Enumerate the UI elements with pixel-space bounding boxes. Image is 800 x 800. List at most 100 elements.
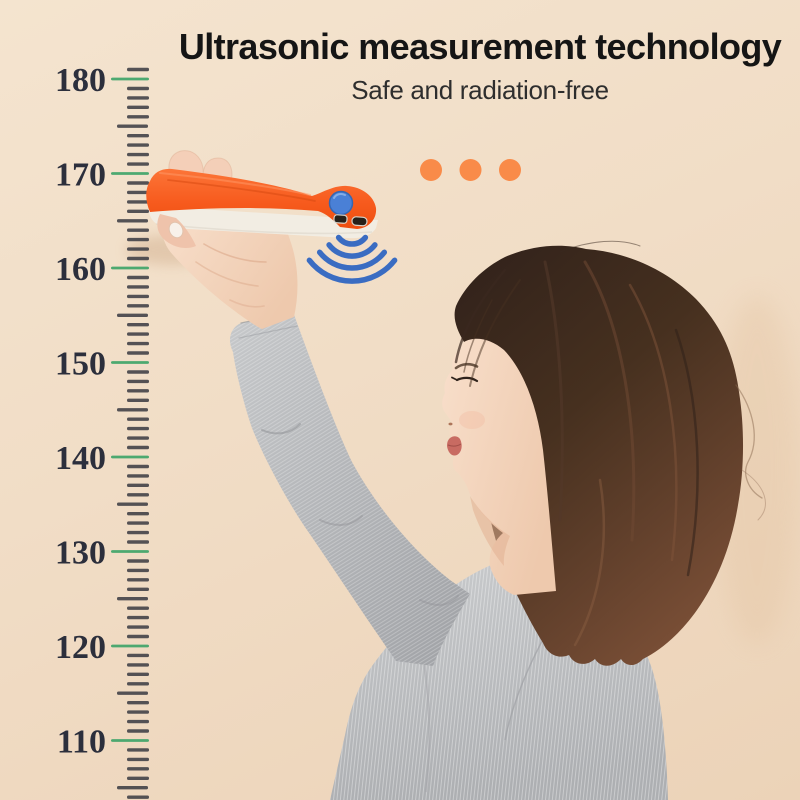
ruler-tick [127,615,149,620]
ruler-tick [127,256,149,261]
ruler-tick [117,313,148,317]
ruler-tick [127,672,149,676]
ruler-tick [127,493,149,497]
ruler-tick [127,521,149,525]
ruler-tick [117,597,148,601]
ruler-major-tick [111,172,149,175]
device-sensors [333,214,368,227]
ruler-label: 140 [55,440,106,477]
ruler-tick [127,512,149,516]
ruler-tick [127,663,149,667]
height-ruler [111,67,149,799]
ruler-tick [127,96,149,100]
ruler-tick [127,209,149,213]
ruler-tick [127,398,149,402]
ruler-tick [127,237,149,242]
hair-fringe [454,268,521,387]
ruler-tick [127,474,149,478]
ruler-tick [127,294,149,299]
ruler-tick [117,786,148,790]
ruler-tick [127,729,149,733]
device-crease [167,179,316,202]
ruler-tick [127,275,149,280]
mouth-line [447,443,462,447]
ruler-tick [127,559,149,563]
ruler-major-tick [111,644,149,648]
ruler-tick [127,67,149,72]
ruler-tick [127,190,149,195]
ruler-label: 120 [55,629,106,666]
device-highlight [159,172,311,196]
height-ruler-labels: 180 170 160 150 140 130 120 110 [55,62,106,761]
ruler-tick [127,483,149,487]
ruler-tick [127,757,149,762]
ruler-tick [127,436,149,440]
eye [455,376,479,383]
ruler-tick [127,587,149,591]
ruler-tick [127,795,149,799]
dot [459,159,482,181]
ruler-major-tick [111,77,149,81]
ruler-tick [127,682,149,686]
ruler-label: 150 [55,346,106,383]
ruler-tick [127,625,149,629]
ruler-tick [127,152,149,157]
face-features [447,362,485,456]
ruler-tick [127,767,149,771]
ultrasonic-waves-icon [306,234,398,284]
ruler-tick [127,701,149,705]
ruler-tick [127,134,149,138]
hair-wisps [735,384,766,521]
ruler-tick [117,219,148,223]
ruler-tick [127,228,149,232]
ruler-tick [127,389,149,393]
ruler-tick [117,408,148,412]
ruler-major-tick [111,455,149,459]
ruler-major-tick [111,361,149,364]
ruler-tick [127,426,149,431]
ruler-tick [127,247,149,251]
ruler-tick [127,162,149,166]
ruler-tick [127,445,149,450]
ruler-tick [127,86,149,91]
ruler-tick [117,124,148,128]
ruler-tick [127,748,149,752]
ruler-label: 170 [55,157,106,194]
fingernail [168,221,184,239]
ruler-tick [127,719,149,724]
ruler-major-tick [111,550,149,553]
ruler-tick [127,351,149,355]
measuring-device [146,168,378,249]
ruler-tick [127,332,149,336]
device-button-gloss [333,193,346,199]
ruler-tick [127,181,149,185]
ruler-tick [127,568,149,573]
ruler-tick [127,200,149,204]
ruler-tick [127,464,149,469]
ruler-tick [127,285,149,289]
ruler-tick [127,653,149,658]
ruler-tick [127,115,149,119]
ruler-label: 160 [55,251,106,288]
ruler-tick [127,379,149,384]
ruler-tick [127,540,149,544]
ruler-tick [127,304,149,308]
ruler-tick [127,323,149,327]
ruler-label: 180 [55,62,106,99]
ruler-label: 130 [55,535,106,572]
face [442,338,556,595]
finger-creases [195,243,267,308]
ruler-tick [117,502,148,506]
ruler-tick [127,370,149,374]
neck-shadow [470,496,510,566]
nostril [448,422,453,426]
ruler-tick [127,105,149,109]
ruler-tick [127,530,149,535]
device-base [148,206,378,239]
woman [162,150,744,800]
ruler-label: 110 [57,724,106,761]
ruler-tick [127,776,149,780]
ruler-tick [127,341,149,346]
